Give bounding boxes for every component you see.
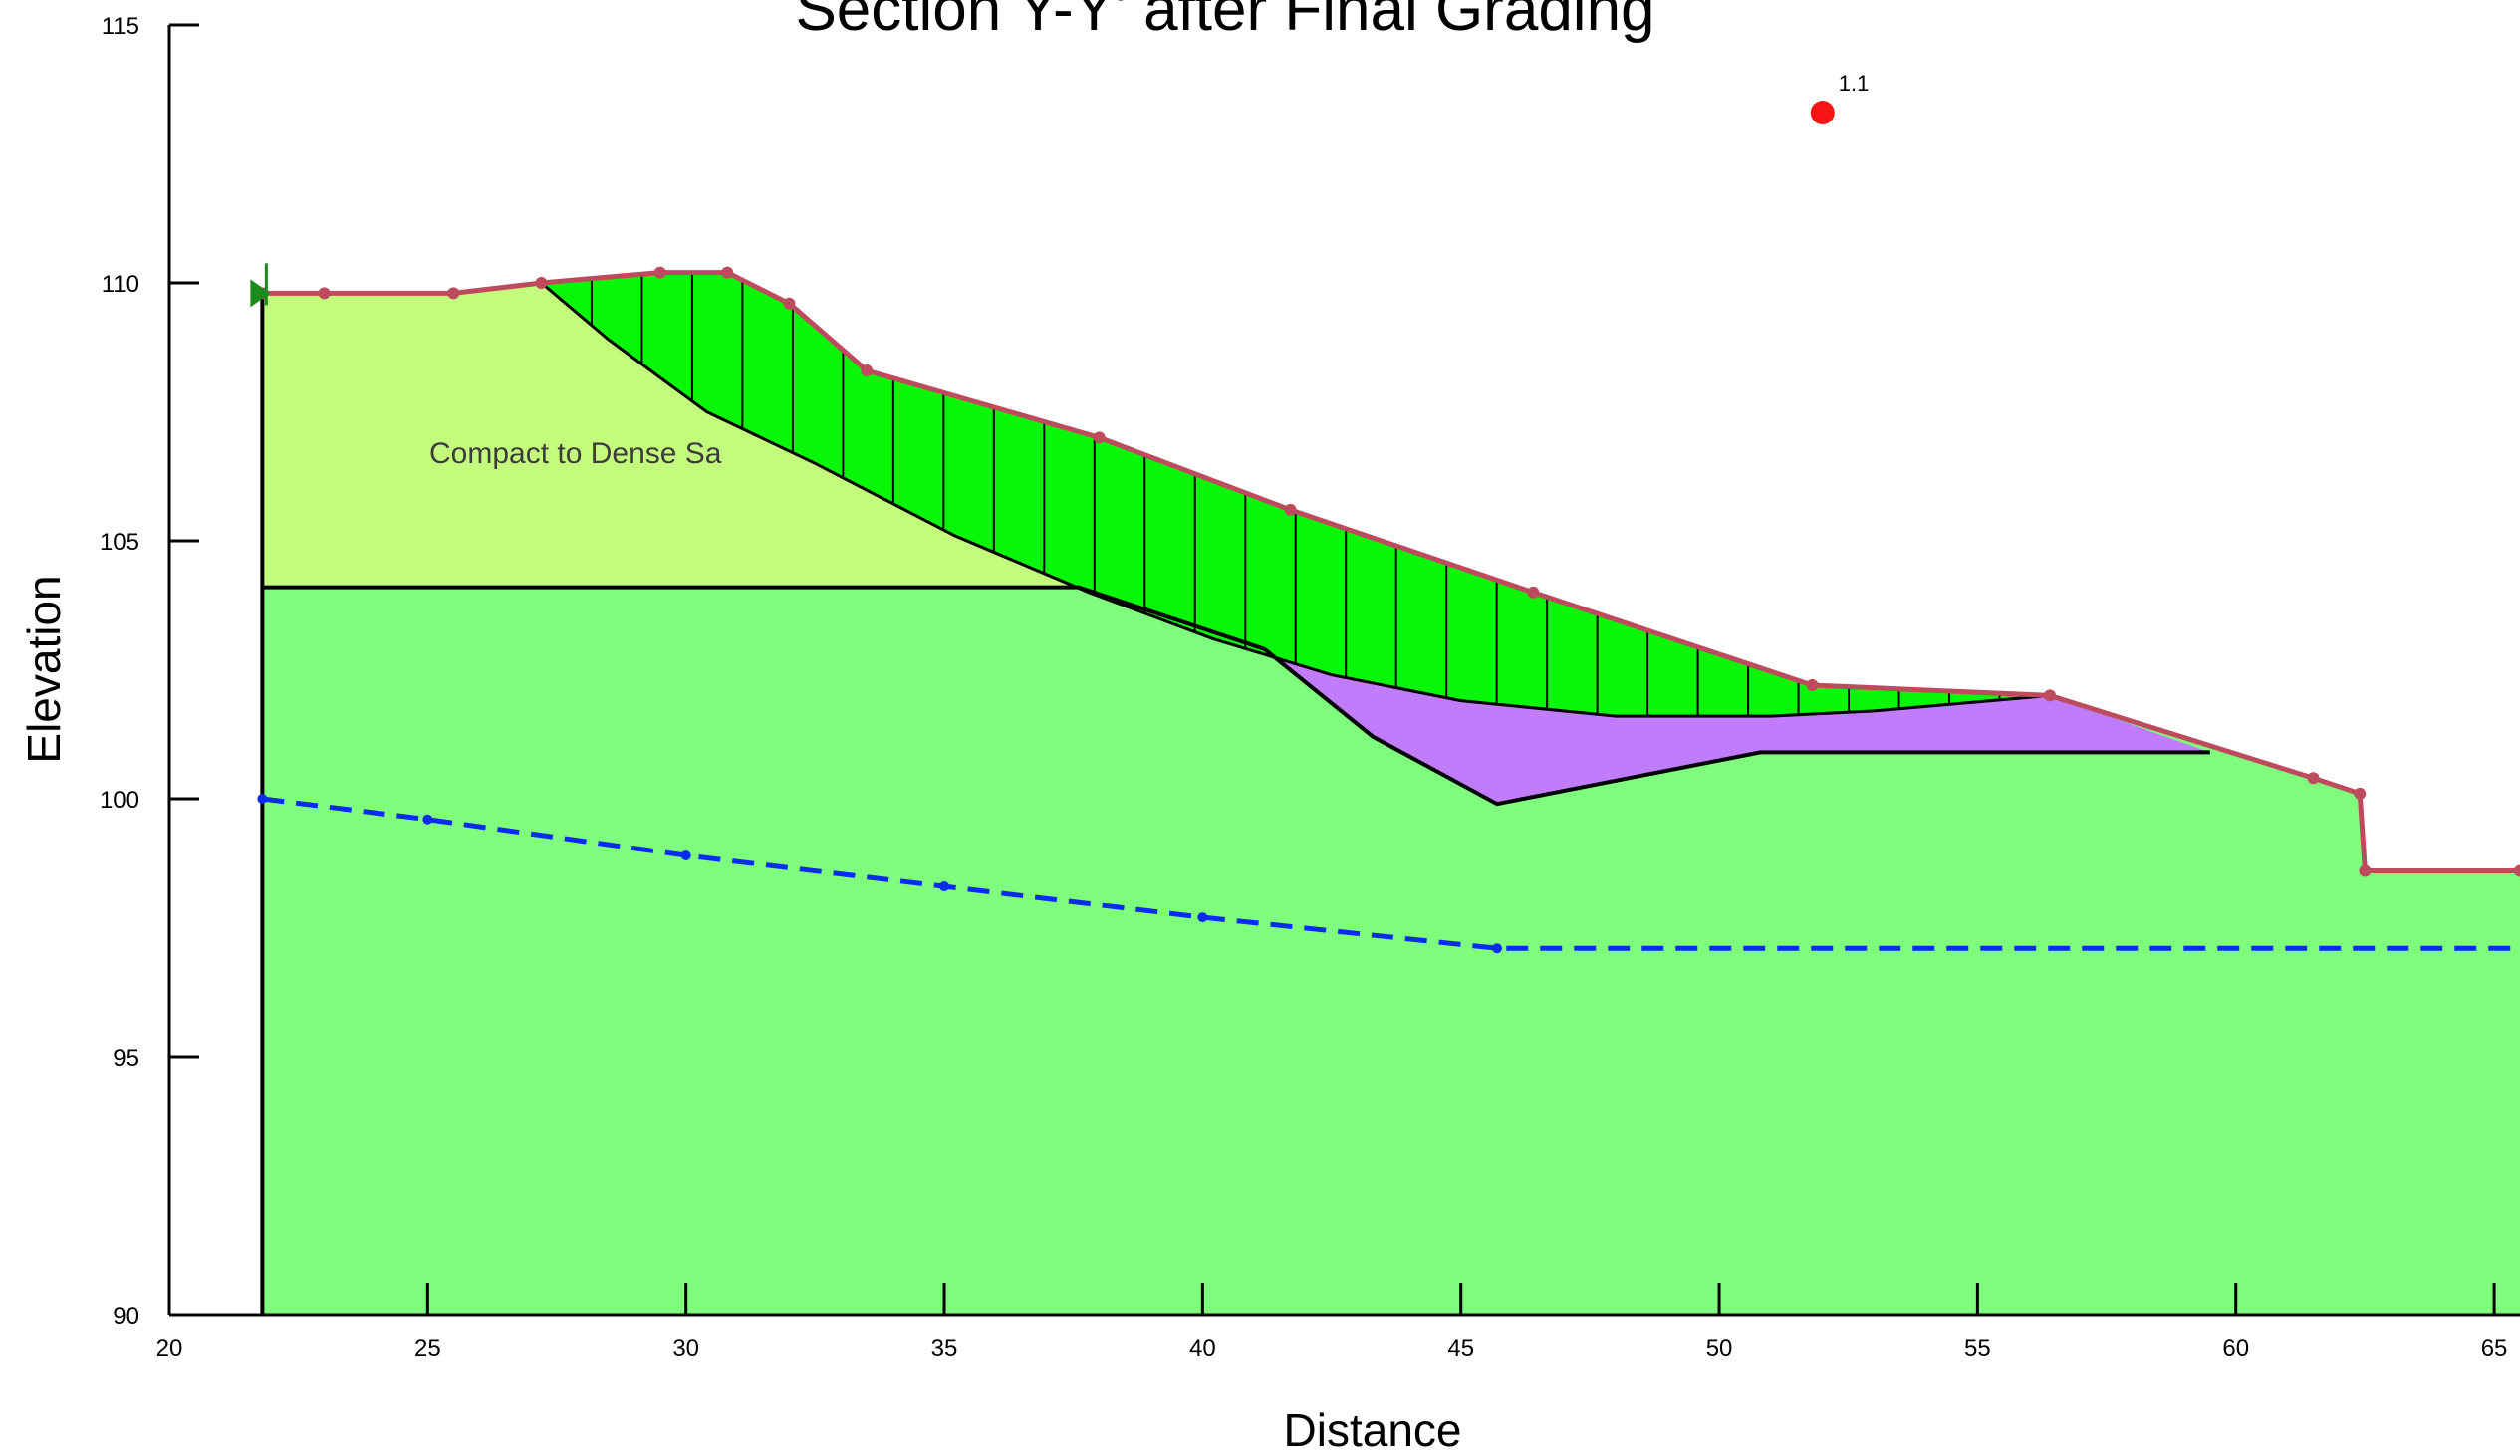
water-table-point — [1197, 912, 1208, 923]
ground-surface-point — [721, 266, 734, 279]
ground-surface-point — [2044, 689, 2056, 702]
ground-surface-point — [318, 287, 331, 300]
x-tick-label: 25 — [414, 1335, 441, 1362]
ground-surface-point — [2307, 772, 2320, 785]
water-table-point — [1492, 943, 1503, 954]
y-tick-label: 100 — [100, 787, 139, 814]
chart-title: Section Y-Y' after Final Grading — [795, 0, 1654, 44]
x-tick-label: 40 — [1189, 1335, 1216, 1362]
axes: 90 95 100 105 110 115 20 25 30 35 40 45 50 55 60 65 — [100, 13, 2520, 1362]
y-tick-label: 105 — [100, 529, 139, 556]
x-axis-label: Distance — [1284, 1404, 1462, 1456]
x-tick-label: 45 — [1447, 1335, 1474, 1362]
ground-surface-point — [2359, 864, 2372, 877]
ground-surface-point — [535, 277, 548, 289]
ground-surface-point — [783, 297, 796, 310]
water-table-point — [680, 849, 691, 860]
y-axis-label: Elevation — [18, 575, 70, 763]
ground-surface-point — [653, 266, 666, 279]
x-tick-label: 55 — [1964, 1335, 1991, 1362]
profile-lines: 1.1 — [250, 71, 2520, 1315]
slip-center-point — [1810, 101, 1835, 125]
x-tick-label: 65 — [2481, 1335, 2508, 1362]
y-tick-label: 115 — [102, 13, 139, 40]
ground-surface-point — [1806, 679, 1819, 692]
ground-surface-point — [2354, 787, 2367, 800]
y-tick-label: 110 — [102, 271, 139, 298]
x-tick-label: 50 — [1706, 1335, 1733, 1362]
x-tick-label: 30 — [672, 1335, 699, 1362]
y-tick-label: 95 — [113, 1045, 139, 1072]
ground-surface-point — [1093, 431, 1106, 444]
slip-surface-line — [540, 281, 2051, 718]
water-table-point — [939, 881, 950, 892]
soil-regions — [262, 272, 2520, 1315]
x-tick-label: 60 — [2222, 1335, 2249, 1362]
ground-surface-point — [2514, 864, 2520, 877]
layer-boundary-line — [262, 585, 1266, 651]
x-tick-label: 20 — [156, 1335, 183, 1362]
ground-surface-point — [1284, 503, 1297, 516]
water-table-point — [422, 814, 433, 825]
ground-surface-point — [447, 287, 460, 300]
ground-surface-point — [1527, 586, 1540, 599]
water-table-line — [262, 796, 2520, 951]
water-table-point — [257, 794, 268, 804]
slip-center-label: 1.1 — [1839, 71, 1870, 96]
fill-lens-outline — [1263, 647, 2210, 807]
material-label: Compact to Dense Sa — [429, 437, 722, 470]
x-tick-label: 35 — [931, 1335, 958, 1362]
y-tick-label: 90 — [113, 1303, 139, 1330]
ground-surface-point — [861, 364, 874, 377]
left-boundary-marker — [250, 279, 271, 308]
